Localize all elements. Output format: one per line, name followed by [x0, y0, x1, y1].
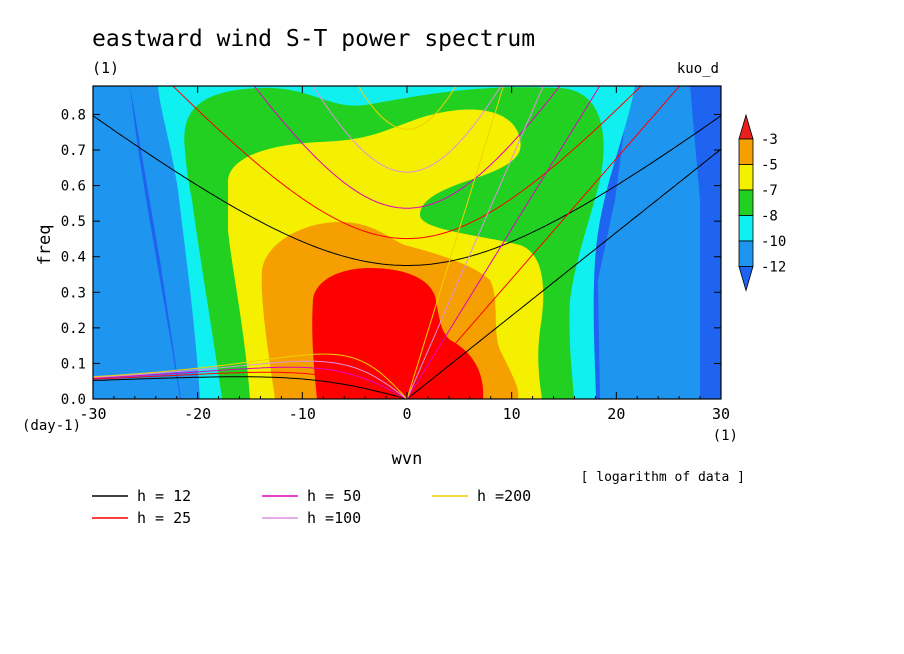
curve-gravity-h50 [253, 86, 561, 209]
y-tick-label: 0.4 [61, 250, 86, 266]
curve-kelvin-h12 [406, 148, 721, 399]
colorbar: -3 -5 -7 -8 -10 -12 [738, 113, 786, 292]
x-tick-label: 0 [402, 405, 411, 423]
colorbar-label: -5 [761, 158, 778, 174]
curve-gravity-h25 [172, 86, 642, 240]
colorbar-label: -3 [761, 132, 778, 148]
y-tick-label: 0.3 [61, 285, 86, 301]
run-label: kuo_d [677, 61, 719, 77]
x-tick-label: 10 [503, 405, 521, 423]
curve-rossby-h25 [93, 371, 408, 399]
curve-rossby-h200 [93, 353, 408, 399]
curve-kelvin-h25 [406, 86, 681, 399]
curve-kelvin-h100 [406, 86, 544, 399]
band-left-edge [93, 86, 180, 399]
band-12-10-left [130, 86, 210, 399]
log-note: [ logarithm of data ] [581, 470, 745, 485]
y-tick-label: 0.5 [61, 214, 86, 230]
y-unit-label: (day-1) [22, 418, 81, 434]
colorbar-label: -10 [761, 234, 786, 250]
y-tick-label: 0.7 [61, 143, 86, 159]
dispersion-curves [93, 86, 721, 399]
chart-subtitle: (1) [92, 59, 119, 77]
curve-rossby-h12 [93, 376, 408, 399]
y-tick-label: 0.0 [61, 392, 86, 408]
legend-label: h =200 [477, 487, 531, 505]
colorbar-label: -7 [761, 183, 778, 199]
colorbar-segment [738, 164, 754, 191]
legend-label: h = 25 [137, 509, 191, 527]
y-axis: 0.0 0.1 0.2 0.3 0.4 0.5 0.6 0.7 0.8 [61, 107, 721, 408]
curve-kelvin-h50 [406, 86, 601, 399]
curve-gravity-h12 [93, 115, 721, 266]
curve-gravity-h100 [312, 86, 502, 173]
x-axis-label: wvn [392, 449, 423, 469]
legend-label: h =100 [307, 509, 361, 527]
colorbar-label: -8 [761, 209, 778, 225]
y-tick-label: 0.6 [61, 179, 86, 195]
colorbar-segment [738, 189, 754, 216]
y-tick-label: 0.1 [61, 356, 86, 372]
curve-kelvin-h200 [406, 86, 504, 399]
y-tick-label: 0.2 [61, 321, 86, 337]
colorbar-top-arrow [738, 113, 754, 140]
colorbar-segment [738, 138, 754, 165]
y-tick-label: 0.8 [61, 107, 86, 123]
curve-rossby-h50 [93, 366, 408, 399]
x-axis: -30 -20 -10 0 10 20 30 [79, 86, 730, 423]
x-tick-label: 30 [712, 405, 730, 423]
band-12-10-right [598, 86, 700, 399]
x-tick-label: -10 [289, 405, 316, 423]
colorbar-segment [738, 215, 754, 242]
curve-rossby-h100 [93, 360, 408, 399]
legend-label: h = 12 [137, 487, 191, 505]
legend-label: h = 50 [307, 487, 361, 505]
y-axis-label: freq [35, 225, 55, 266]
curve-gravity-h200 [357, 86, 457, 130]
curve-legend: h = 12 h = 25 h = 50 h =100 h =200 [92, 487, 531, 527]
colorbar-segment [738, 240, 754, 267]
x-tick-label: 20 [607, 405, 625, 423]
chart-title: eastward wind S-T power spectrum [92, 26, 535, 52]
plot-area [93, 86, 721, 399]
band-above-3 [312, 268, 484, 399]
x-tick-label: -20 [184, 405, 211, 423]
colorbar-label: -12 [761, 260, 786, 276]
x-unit-label: (1) [713, 428, 738, 444]
colorbar-bottom-arrow [738, 266, 754, 292]
x-tick-label: -30 [79, 405, 106, 423]
